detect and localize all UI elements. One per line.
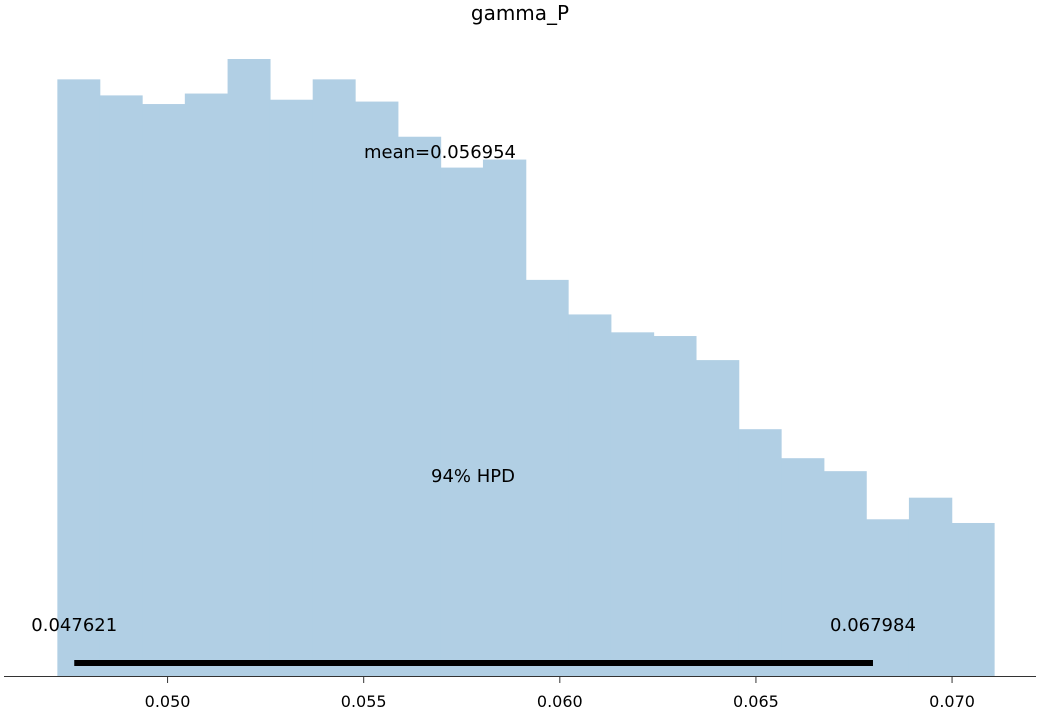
histogram-bar bbox=[99, 95, 143, 676]
histogram-bar bbox=[653, 336, 697, 676]
histogram-bar bbox=[57, 79, 101, 676]
histogram-bar bbox=[525, 279, 569, 676]
histogram-bar bbox=[781, 458, 825, 676]
histogram-bar bbox=[610, 332, 655, 676]
hpd-label: 94% HPD bbox=[431, 466, 515, 487]
x-axis-ticks: 0.050 0.055 0.060 0.065 0.070 bbox=[145, 677, 975, 711]
histogram-bars bbox=[57, 59, 995, 677]
x-tick-label: 0.065 bbox=[733, 692, 779, 711]
hpd-high-label: 0.067984 bbox=[830, 615, 916, 636]
histogram-bar bbox=[227, 59, 271, 676]
x-tick-label: 0.055 bbox=[341, 692, 387, 711]
x-tick-label: 0.070 bbox=[929, 692, 975, 711]
histogram-bar bbox=[355, 101, 399, 676]
histogram-bar bbox=[142, 104, 186, 676]
x-tick-label: 0.050 bbox=[145, 692, 191, 711]
histogram-bar bbox=[823, 471, 867, 676]
histogram-bar bbox=[269, 99, 314, 677]
histogram-bar bbox=[440, 167, 484, 677]
hpd-low-label: 0.047621 bbox=[31, 615, 117, 636]
histogram-bar bbox=[312, 79, 356, 676]
histogram-bar bbox=[695, 360, 740, 676]
histogram-bar bbox=[568, 314, 612, 676]
mean-label: mean=0.056954 bbox=[364, 142, 516, 163]
histogram-bar bbox=[482, 159, 527, 677]
histogram-bar bbox=[866, 519, 910, 676]
histogram-bar bbox=[738, 429, 782, 676]
histogram-bar bbox=[908, 497, 953, 676]
chart-title: gamma_P bbox=[471, 1, 569, 25]
histogram-bar bbox=[184, 93, 229, 676]
histogram-bar bbox=[951, 522, 995, 676]
histogram-bar bbox=[397, 136, 442, 676]
x-tick-label: 0.060 bbox=[537, 692, 583, 711]
